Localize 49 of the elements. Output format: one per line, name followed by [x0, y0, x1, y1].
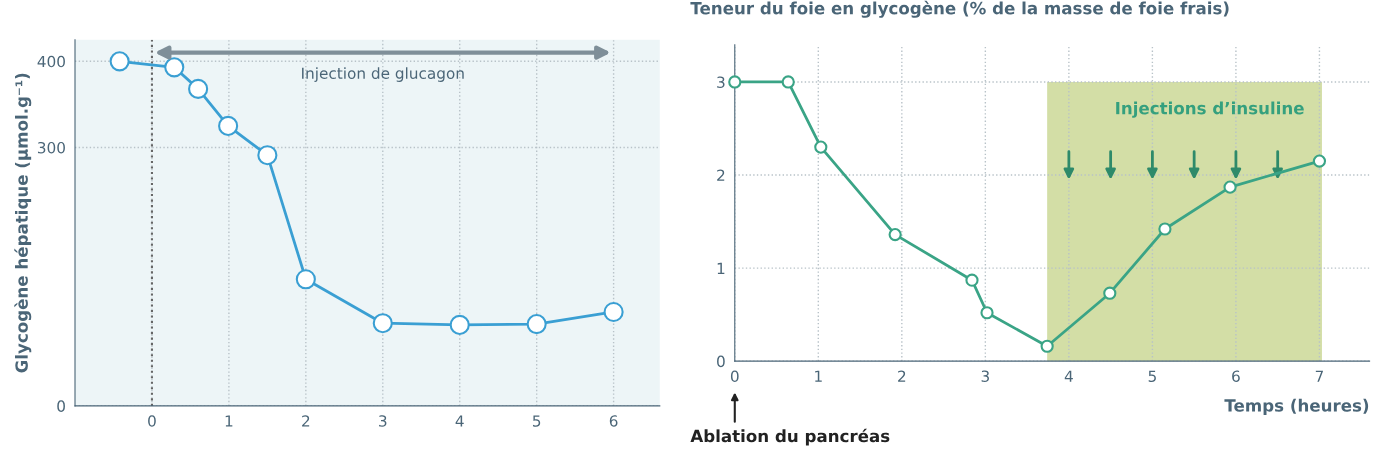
point	[449, 314, 470, 335]
y-tick-label: 0	[717, 355, 725, 368]
point	[257, 145, 278, 166]
text: Ablation du pancréas	[690, 428, 890, 446]
point	[1040, 339, 1054, 353]
point	[1158, 222, 1172, 236]
x-tick-label: 3	[981, 370, 989, 382]
point	[781, 75, 795, 89]
x-axis-title: Temps (heures)	[1224, 398, 1369, 415]
y-tick-label: 3	[717, 76, 725, 88]
x-tick-label: 7	[1315, 370, 1323, 382]
chart-title: Teneur du foie en glycogène (% de la masse de foie frais)	[690, 0, 1229, 18]
x-tick-label: 2	[898, 370, 906, 382]
x-tick-label: 6	[1232, 370, 1240, 382]
point	[295, 269, 316, 290]
y-axis-title: Glycogène hépatique (µmol.g⁻¹)	[14, 73, 32, 373]
point	[728, 75, 742, 89]
x-tick-label: 0	[730, 370, 739, 382]
point	[603, 301, 624, 323]
point	[1223, 180, 1237, 194]
x-tick-label: 4	[455, 415, 464, 427]
x-tick-label: 5	[532, 415, 541, 427]
x-tick-label: 0	[148, 415, 156, 427]
annotation: Injection de glucagon	[302, 67, 464, 82]
point	[1103, 286, 1117, 300]
x-tick-label: 1	[815, 370, 822, 382]
point	[109, 51, 130, 72]
point	[1312, 154, 1327, 168]
point	[164, 57, 185, 78]
x-tick-label: 1	[225, 415, 233, 427]
point	[980, 306, 994, 320]
band-label: Injections d’insuline	[1116, 101, 1304, 118]
y-tick-label: 300	[37, 141, 65, 154]
point	[526, 313, 547, 335]
y-tick-label: 2	[717, 169, 725, 181]
x-tick-label: 5	[1148, 370, 1156, 382]
y-tick-label: 400	[37, 55, 65, 68]
x-tick-label: 2	[302, 415, 310, 427]
point	[814, 140, 828, 154]
point	[218, 115, 239, 136]
y-tick-label: 1	[717, 262, 725, 274]
point	[965, 273, 979, 287]
point	[888, 227, 902, 242]
point	[372, 313, 393, 334]
x-tick-label: 4	[1064, 370, 1073, 382]
y-tick-label: 0	[57, 400, 65, 412]
x-tick-label: 3	[379, 415, 387, 427]
x-tick-label: 6	[609, 415, 618, 427]
point	[188, 78, 209, 99]
